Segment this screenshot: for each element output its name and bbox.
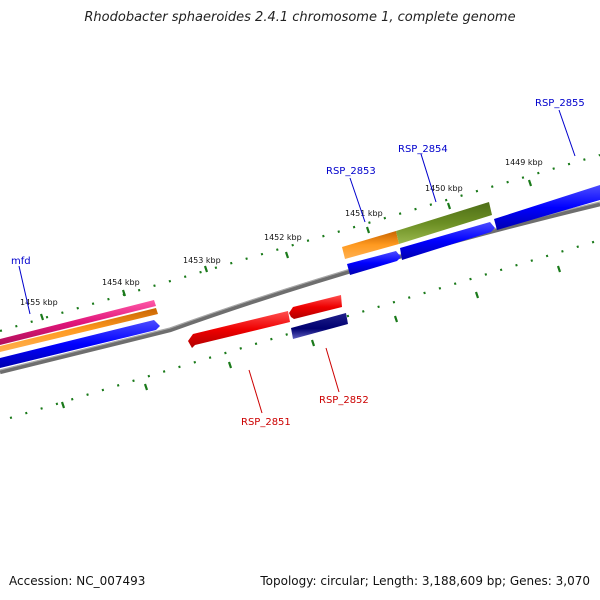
major-tick [203, 265, 209, 273]
inner-ruler [9, 238, 600, 420]
major-tick [446, 202, 452, 210]
gene-rsp2851-arrow[interactable] [188, 311, 290, 348]
inner-major-tick [143, 383, 149, 391]
accession-text: Accession: NC_007493 [9, 574, 146, 588]
feature-orange-left[interactable] [0, 308, 158, 352]
inner-major-tick [474, 291, 480, 299]
genome-stats-text: Topology: circular; Length: 3,188,609 bp… [260, 574, 590, 588]
gene-label-rsp2854[interactable]: RSP_2854 [398, 144, 448, 155]
tick-label: 1449 kbp [505, 158, 543, 167]
tick-label: 1450 kbp [425, 184, 463, 193]
leader-rsp2852 [325, 347, 340, 393]
gene-label-rsp2851[interactable]: RSP_2851 [241, 417, 291, 428]
major-tick [284, 251, 290, 259]
gene-rsp2852-dark[interactable] [291, 313, 348, 339]
major-tick [527, 179, 533, 187]
leader-rsp2855 [558, 109, 576, 157]
tick-label: 1452 kbp [264, 233, 302, 242]
gene-rsp2855-cds[interactable] [494, 185, 600, 230]
tick-label: 1453 kbp [183, 256, 221, 265]
chromosome-backbone [0, 201, 600, 375]
leader-rsp2853 [349, 177, 366, 223]
feature-magenta[interactable] [0, 300, 156, 345]
inner-major-tick [556, 265, 562, 273]
outer-ruler-line [0, 153, 600, 333]
gene-rsp2854-feature[interactable] [396, 202, 492, 244]
gene-rsp2854-cds[interactable] [400, 222, 495, 260]
tick-label: 1454 kbp [102, 278, 140, 287]
gene-rsp2852-arrow[interactable] [289, 295, 342, 319]
leader-mfd [18, 265, 31, 315]
tick-label: 1451 kbp [345, 209, 383, 218]
tick-label: 1455 kbp [20, 298, 58, 307]
map-title: Rhodobacter sphaeroides 2.4.1 chromosome… [84, 10, 516, 25]
major-tick [365, 226, 371, 234]
inner-major-tick [310, 339, 316, 347]
inner-major-tick [60, 401, 66, 409]
label-leaders [18, 109, 576, 414]
major-tick [39, 313, 45, 321]
inner-major-tick [393, 315, 399, 323]
gene-label-rsp2855[interactable]: RSP_2855 [535, 98, 585, 109]
gene-rsp2853-cds[interactable] [347, 251, 401, 275]
inner-ruler-line [9, 238, 600, 420]
major-tick [121, 289, 127, 297]
gene-label-rsp2852[interactable]: RSP_2852 [319, 395, 369, 406]
gene-label-rsp2853[interactable]: RSP_2853 [326, 166, 376, 177]
major-ticks [39, 179, 533, 321]
leader-rsp2851 [248, 369, 263, 414]
leader-rsp2854 [420, 153, 437, 203]
inner-major-ticks [60, 265, 562, 409]
gene-mfd-cds[interactable] [0, 320, 160, 368]
outer-ruler [0, 153, 600, 333]
gene-label-mfd[interactable]: mfd [11, 256, 31, 267]
feature-orange-right[interactable] [342, 231, 399, 259]
inner-major-tick [227, 361, 233, 369]
